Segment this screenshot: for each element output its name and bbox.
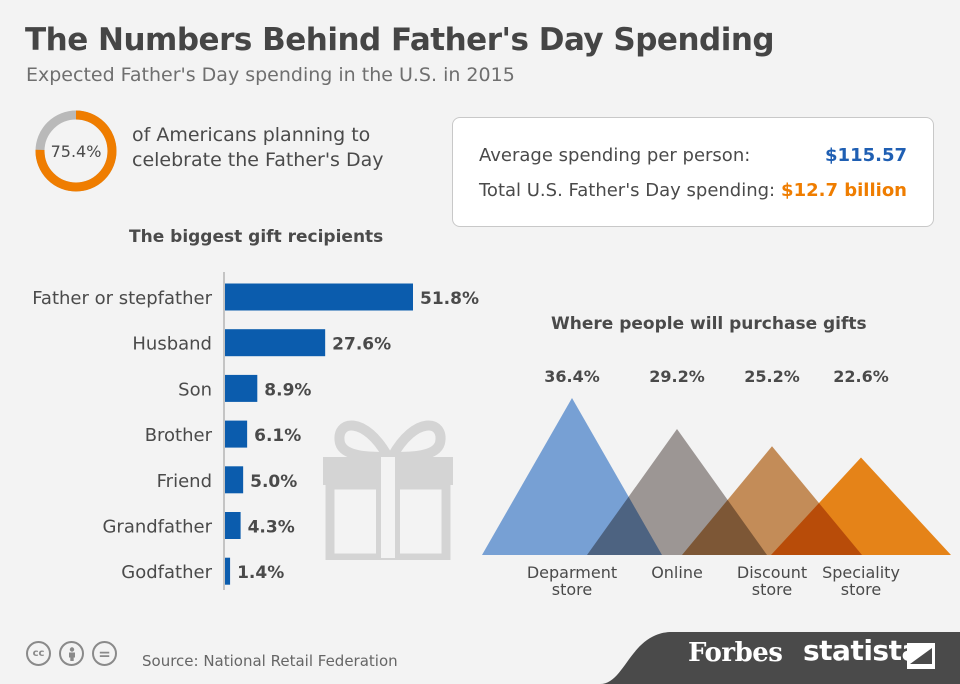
bar [225,420,248,448]
bar-category-label: Son [178,379,212,400]
store-value-label: 36.4% [544,367,600,386]
store-triangle [771,457,951,555]
total-spending-label: Total U.S. Father's Day spending: [479,180,776,201]
cc-license-icon[interactable]: cc [26,641,51,666]
recipients-chart-title: The biggest gift recipients [129,227,384,247]
store-category-label: store [752,580,792,599]
avg-spending-value: $115.57 [825,145,907,166]
attribution-icon[interactable] [59,641,84,666]
bar-category-label: Friend [157,471,212,492]
bar-value-label: 27.6% [332,335,391,355]
store-category-label: Online [651,563,703,582]
no-derivatives-icon[interactable]: = [92,641,117,666]
donut-percent-label: 75.4% [51,142,102,161]
bar-value-label: 6.1% [254,426,301,446]
store-category-label: store [841,580,881,599]
bar-value-label: 1.4% [237,563,284,583]
bar-category-label: Brother [145,425,213,446]
forbes-logo[interactable]: Forbes [688,638,783,668]
bar [225,466,244,494]
bar-value-label: 51.8% [420,289,479,309]
store-category-label: Speciality [822,563,900,582]
store-value-label: 29.2% [649,367,705,386]
bar-value-label: 8.9% [264,380,311,400]
bar [225,557,231,585]
person-icon [68,646,75,661]
avg-spending-label: Average spending per person: [479,145,751,166]
bar-value-label: 5.0% [250,472,297,492]
bar-category-label: Husband [132,334,212,355]
bar-category-label: Father or stepfather [32,288,212,309]
donut-arc [35,110,117,192]
celebrate-text: of Americans planning to celebrate the F… [132,123,384,173]
gift-icon [323,420,453,560]
bar-category-label: Godfather [121,562,212,583]
spending-stats-box: Average spending per person: $115.57 Tot… [452,117,934,227]
source-note: Source: National Retail Federation [142,652,398,670]
chart-title: The Numbers Behind Father's Day Spending [25,22,775,58]
store-category-label: Discount [737,563,807,582]
celebrate-text-line2: celebrate the Father's Day [132,149,384,171]
store-category-label: store [552,580,592,599]
store-value-label: 22.6% [833,367,889,386]
bar [225,283,413,311]
bar [225,374,258,402]
bar-value-label: 4.3% [248,518,295,538]
statista-logo[interactable]: statista [803,634,920,667]
store-category-label: Deparment [527,563,617,582]
stores-chart-title: Where people will purchase gifts [551,314,867,334]
celebrate-text-line1: of Americans planning to [132,124,371,146]
bar [225,329,326,357]
celebrate-donut: 75.4% [35,110,117,192]
chart-subtitle: Expected Father's Day spending in the U.… [26,64,515,86]
bar [225,512,241,539]
store-value-label: 25.2% [744,367,800,386]
total-spending-value: $12.7 billion [781,180,907,201]
brand-footer-band [600,632,960,684]
bar-category-label: Grandfather [102,517,212,538]
statista-mark-icon [907,643,935,669]
